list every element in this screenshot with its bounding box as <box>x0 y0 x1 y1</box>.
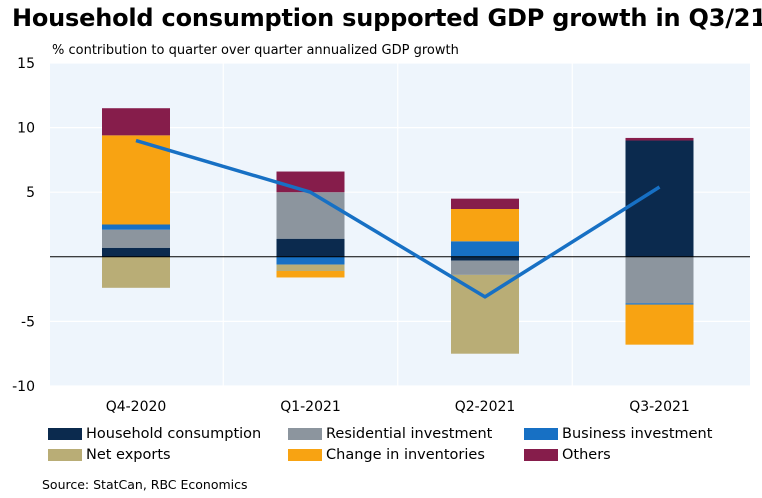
bar-segment <box>625 304 694 345</box>
bar-segment <box>451 274 519 354</box>
bar-segment <box>276 256 345 265</box>
y-tick-label: -10 <box>12 379 35 395</box>
chart-svg: 15 10 5 -5 -10 Q4-2020 Q1-2021 Q2-2021 Q3-2021 <box>12 56 750 415</box>
bar-segment <box>102 135 170 225</box>
y-tick-label: 10 <box>17 121 35 137</box>
legend-label: Change in inventories <box>326 447 485 463</box>
x-tick-label: Q2-2021 <box>455 399 516 415</box>
source-note: Source: StatCan, RBC Economics <box>42 477 248 492</box>
legend-item: Residential investment <box>288 426 524 442</box>
x-tick-label: Q4-2020 <box>106 399 167 415</box>
x-tick-label: Q1-2021 <box>280 399 341 415</box>
bar-segment <box>625 256 694 304</box>
chart-subtitle: % contribution to quarter over quarter a… <box>52 43 459 58</box>
legend-swatch <box>524 428 558 440</box>
legend-item: Household consumption <box>48 426 288 442</box>
bar-segment <box>625 137 694 141</box>
bar-segment <box>451 260 519 275</box>
bar-segment <box>451 208 519 242</box>
y-tick-label: 15 <box>17 56 35 72</box>
y-tick-label: 5 <box>26 185 35 201</box>
bar-segment <box>276 264 345 272</box>
bar-segment <box>625 303 694 305</box>
gdp-growth-line <box>135 138 661 299</box>
legend-swatch <box>48 428 82 440</box>
legend-swatch <box>288 449 322 461</box>
legend-swatch <box>48 449 82 461</box>
bar-segment <box>625 140 694 257</box>
x-tick-label: Q3-2021 <box>629 399 690 415</box>
legend-label: Net exports <box>86 447 171 463</box>
y-tick-label: -5 <box>21 314 35 330</box>
bar-segment <box>276 192 345 239</box>
legend-item: Business investment <box>524 426 744 442</box>
legend-item: Change in inventories <box>288 447 524 463</box>
bar-segment <box>276 238 345 257</box>
legend-label: Household consumption <box>86 426 262 442</box>
chart-title: Household consumption supported GDP grow… <box>12 4 762 32</box>
bar-segment <box>276 271 345 278</box>
legend: Household consumption Residential investm… <box>48 426 744 463</box>
bar-segment <box>451 198 519 209</box>
bar-segment <box>102 256 170 288</box>
bar-segment <box>102 229 170 248</box>
legend-item: Others <box>524 447 744 463</box>
legend-swatch <box>524 449 558 461</box>
bar-segment <box>451 256 519 261</box>
legend-swatch <box>288 428 322 440</box>
legend-item: Net exports <box>48 447 288 463</box>
bar-segment <box>102 108 170 136</box>
legend-label: Others <box>562 447 611 463</box>
legend-label: Residential investment <box>326 426 493 442</box>
bar-segment <box>102 224 170 230</box>
legend-label: Business investment <box>562 426 713 442</box>
bar-segment <box>276 171 345 193</box>
bar-segment <box>451 241 519 257</box>
bar-segment <box>102 247 170 257</box>
